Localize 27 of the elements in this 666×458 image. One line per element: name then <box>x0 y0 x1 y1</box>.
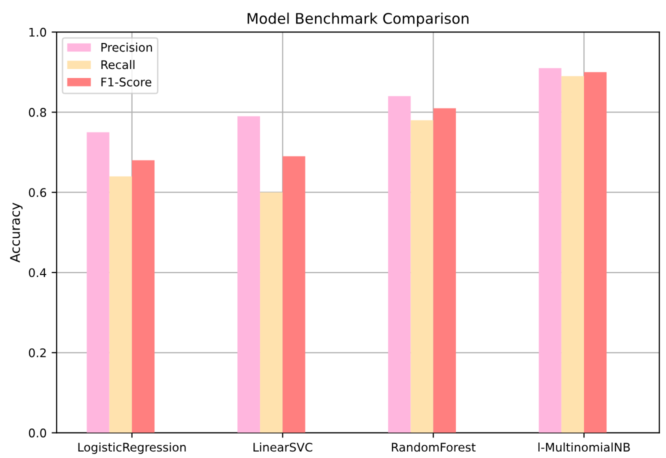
bar <box>282 156 306 433</box>
y-tick-label: 0.6 <box>28 188 46 198</box>
bar <box>388 96 411 433</box>
x-tick-label: l-MultinomialNB <box>538 442 630 452</box>
chart-title: Model Benchmark Comparison <box>248 12 468 27</box>
bar <box>561 76 584 433</box>
x-tick-label: LogisticRegression <box>78 442 186 454</box>
bar <box>109 176 132 433</box>
y-tick-label: 0.0 <box>28 428 46 438</box>
y-tick-label: 1.0 <box>29 28 46 37</box>
y-tick-label: 0.8 <box>28 108 46 117</box>
legend-label: Precision <box>101 42 152 52</box>
y-axis-title: Accuracy <box>10 202 23 262</box>
legend-label: F1-Score <box>101 78 152 86</box>
bar <box>260 192 283 433</box>
y-tick-label: 0.4 <box>28 268 46 278</box>
bar <box>132 160 155 433</box>
x-tick-label: RandomForest <box>392 442 476 452</box>
bar <box>538 68 562 433</box>
bar <box>584 72 607 433</box>
bar <box>410 120 434 433</box>
bar <box>237 116 260 433</box>
bar <box>433 108 456 433</box>
legend-label: Recall <box>101 60 134 70</box>
bar <box>86 132 110 433</box>
y-tick-label: 0.2 <box>28 348 46 358</box>
x-tick-label: LinearSVC <box>254 442 312 452</box>
